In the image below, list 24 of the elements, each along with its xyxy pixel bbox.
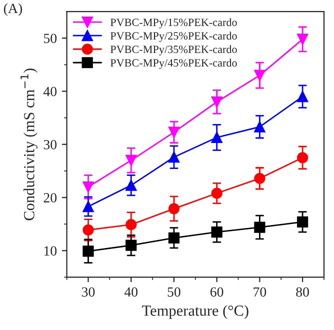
x-axis-title: Temperature (°C) xyxy=(142,305,248,319)
y-tick-label: 40 xyxy=(43,86,57,96)
legend-label: PVBC-MPy/15%PEK-cardo xyxy=(110,18,237,28)
y-tick-label: 30 xyxy=(44,140,57,150)
y-axis-title: Conductivity (mS cm$^{−1}$) xyxy=(20,68,38,220)
y-tick-label: 10 xyxy=(44,246,57,256)
legend-label: PVBC-MPy/45%PEK-cardo xyxy=(110,58,237,69)
y-tick-label: 50 xyxy=(44,34,57,44)
x-tick-label: 80 xyxy=(296,287,309,297)
x-tick-label: 70 xyxy=(254,287,266,297)
y-tick-label: 20 xyxy=(44,193,57,202)
x-tick-label: 40 xyxy=(124,287,138,297)
point xyxy=(82,246,94,257)
x-tick-label: 60 xyxy=(210,287,224,297)
legend-label: PVBC-MPy/35%PEK-cardo xyxy=(110,45,237,56)
point xyxy=(296,152,308,164)
point xyxy=(254,222,266,233)
point xyxy=(168,232,180,244)
point xyxy=(168,203,180,214)
point xyxy=(296,216,308,228)
x-tick-label: 30 xyxy=(82,287,95,297)
text: (A) xyxy=(4,3,22,16)
legend-label: PVBC-MPy/25%PEK-cardo xyxy=(110,32,237,42)
x-tick-label: 50 xyxy=(168,287,180,297)
